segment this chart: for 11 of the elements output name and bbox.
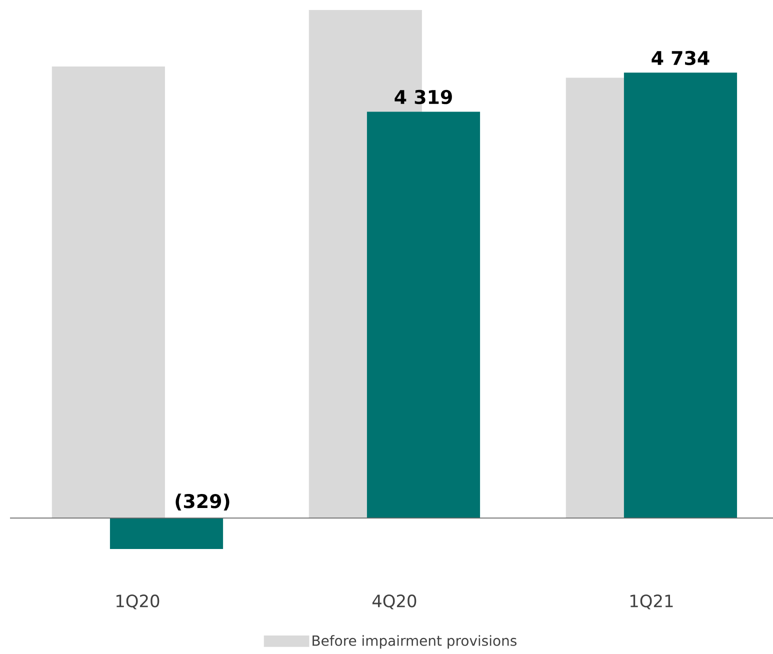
bar <box>624 72 738 518</box>
x-tick-label: 1Q21 <box>630 594 673 610</box>
data-label: 4 734 <box>652 50 710 66</box>
x-tick-label: 1Q20 <box>116 594 160 610</box>
bar <box>52 66 165 518</box>
bar <box>366 112 480 518</box>
data-label: 4 319 <box>394 90 452 104</box>
x-tick-label: 4Q20 <box>372 594 416 610</box>
data-label: (329) <box>176 494 230 511</box>
legend-label: Before impairment provisions <box>312 635 516 649</box>
bar <box>110 518 224 550</box>
